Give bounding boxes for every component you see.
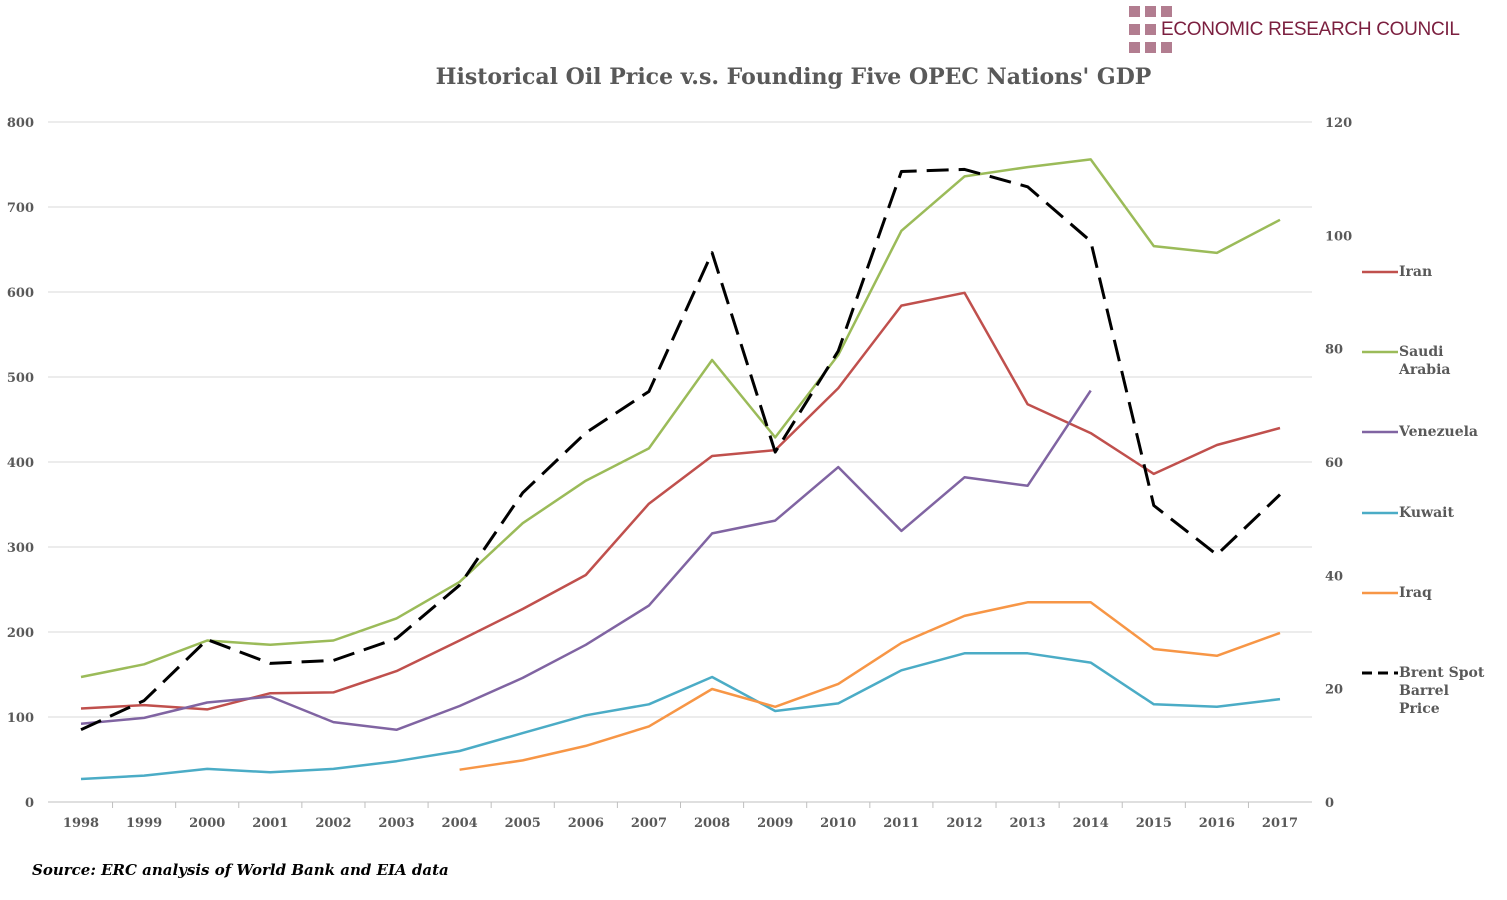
- series-line-saudi-arabia: [80, 158, 1281, 679]
- y-left-tick-label: 600: [7, 286, 34, 301]
- x-tick-label: 2014: [1073, 816, 1109, 831]
- legend-label: Kuwait: [1399, 505, 1454, 521]
- x-tick-label: 2007: [631, 816, 667, 831]
- x-tick-label: 2013: [1009, 816, 1045, 831]
- y-left-tick-label: 200: [7, 626, 34, 641]
- series-line-iran: [80, 291, 1281, 711]
- x-tick-label: 2002: [315, 816, 351, 831]
- x-tick-label: 2003: [378, 816, 414, 831]
- y-left-tick-label: 700: [7, 201, 34, 216]
- legend-label: Saudi Arabia: [1399, 344, 1451, 378]
- series-line-brent-spot-barrel-price: [80, 167, 1282, 732]
- x-tick-label: 2004: [442, 816, 478, 831]
- y-right-tick-label: 80: [1325, 343, 1343, 358]
- legend-label: Venezuela: [1399, 424, 1478, 440]
- x-tick-label: 2012: [946, 816, 982, 831]
- series-line-iraq: [459, 601, 1281, 771]
- series-line-venezuela: [80, 389, 1092, 732]
- y-right-tick-label: 120: [1325, 116, 1352, 131]
- x-tick-label: 2000: [189, 816, 225, 831]
- y-left-tick-label: 300: [7, 541, 34, 556]
- x-tick-label: 2006: [568, 816, 604, 831]
- y-right-tick-label: 0: [1325, 796, 1334, 811]
- y-left-tick-label: 500: [7, 371, 34, 386]
- source-note: Source: ERC analysis of World Bank and E…: [32, 861, 449, 879]
- y-left-tick-label: 100: [7, 711, 34, 726]
- x-tick-label: 2016: [1199, 816, 1235, 831]
- y-left-tick-label: 400: [7, 456, 34, 471]
- y-right-tick-label: 20: [1325, 683, 1343, 698]
- y-right-tick-label: 40: [1325, 569, 1343, 584]
- legend-label: Iran: [1399, 264, 1433, 280]
- x-tick-label: 2017: [1262, 816, 1298, 831]
- chart-title: Historical Oil Price v.s. Founding Five …: [435, 64, 1152, 90]
- legend-label: Iraq: [1399, 585, 1432, 601]
- legend-label: Brent Spot Barrel Price: [1399, 665, 1485, 717]
- x-tick-label: 2005: [505, 816, 541, 831]
- series-line-kuwait: [80, 652, 1281, 781]
- x-tick-label: 2015: [1136, 816, 1172, 831]
- y-left-tick-label: 0: [25, 796, 34, 811]
- logo-text: ECONOMIC RESEARCH COUNCIL: [1161, 19, 1460, 40]
- x-tick-label: 2008: [694, 816, 730, 831]
- x-tick-label: 2011: [883, 816, 919, 831]
- y-left-tick-label: 800: [7, 116, 34, 131]
- x-tick-label: 2001: [252, 816, 288, 831]
- x-tick-label: 2009: [757, 816, 793, 831]
- y-right-tick-label: 100: [1325, 229, 1352, 244]
- x-tick-label: 1999: [126, 816, 162, 831]
- x-tick-label: 2010: [820, 816, 856, 831]
- x-tick-label: 1998: [63, 816, 99, 831]
- y-right-tick-label: 60: [1325, 456, 1343, 471]
